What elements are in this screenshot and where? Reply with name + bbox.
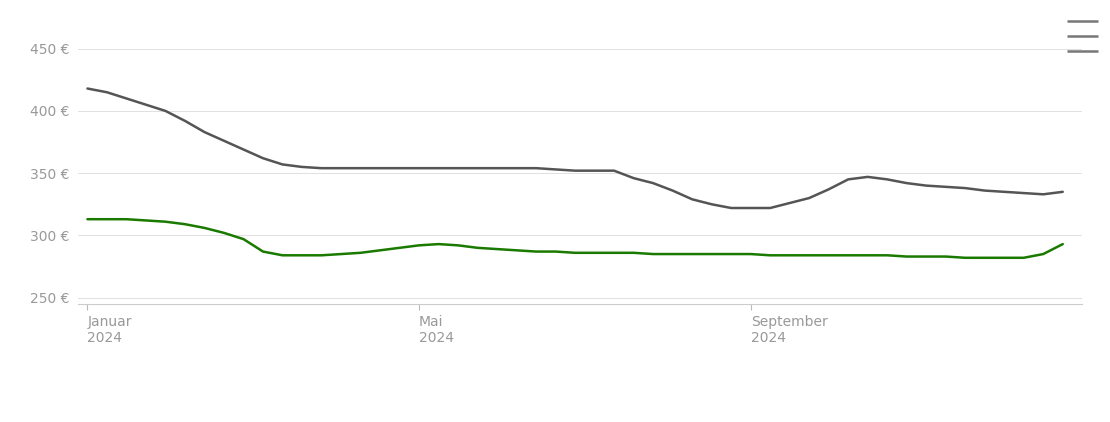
Sackware	[744, 206, 757, 211]
lose Ware	[1037, 252, 1050, 257]
Sackware	[295, 165, 309, 170]
lose Ware	[81, 216, 94, 222]
Sackware	[1056, 189, 1069, 195]
Sackware	[81, 86, 94, 91]
Line: Sackware: Sackware	[88, 89, 1062, 208]
lose Ware	[373, 248, 386, 253]
lose Ware	[959, 255, 972, 260]
Sackware	[373, 166, 386, 171]
Line: lose Ware: lose Ware	[88, 219, 1062, 258]
lose Ware	[295, 253, 309, 258]
Sackware	[393, 166, 406, 171]
Sackware	[803, 195, 816, 200]
lose Ware	[393, 245, 406, 250]
lose Ware	[783, 253, 796, 258]
lose Ware	[1056, 241, 1069, 246]
lose Ware	[725, 252, 738, 257]
Sackware	[725, 206, 738, 211]
Sackware	[1037, 192, 1050, 197]
